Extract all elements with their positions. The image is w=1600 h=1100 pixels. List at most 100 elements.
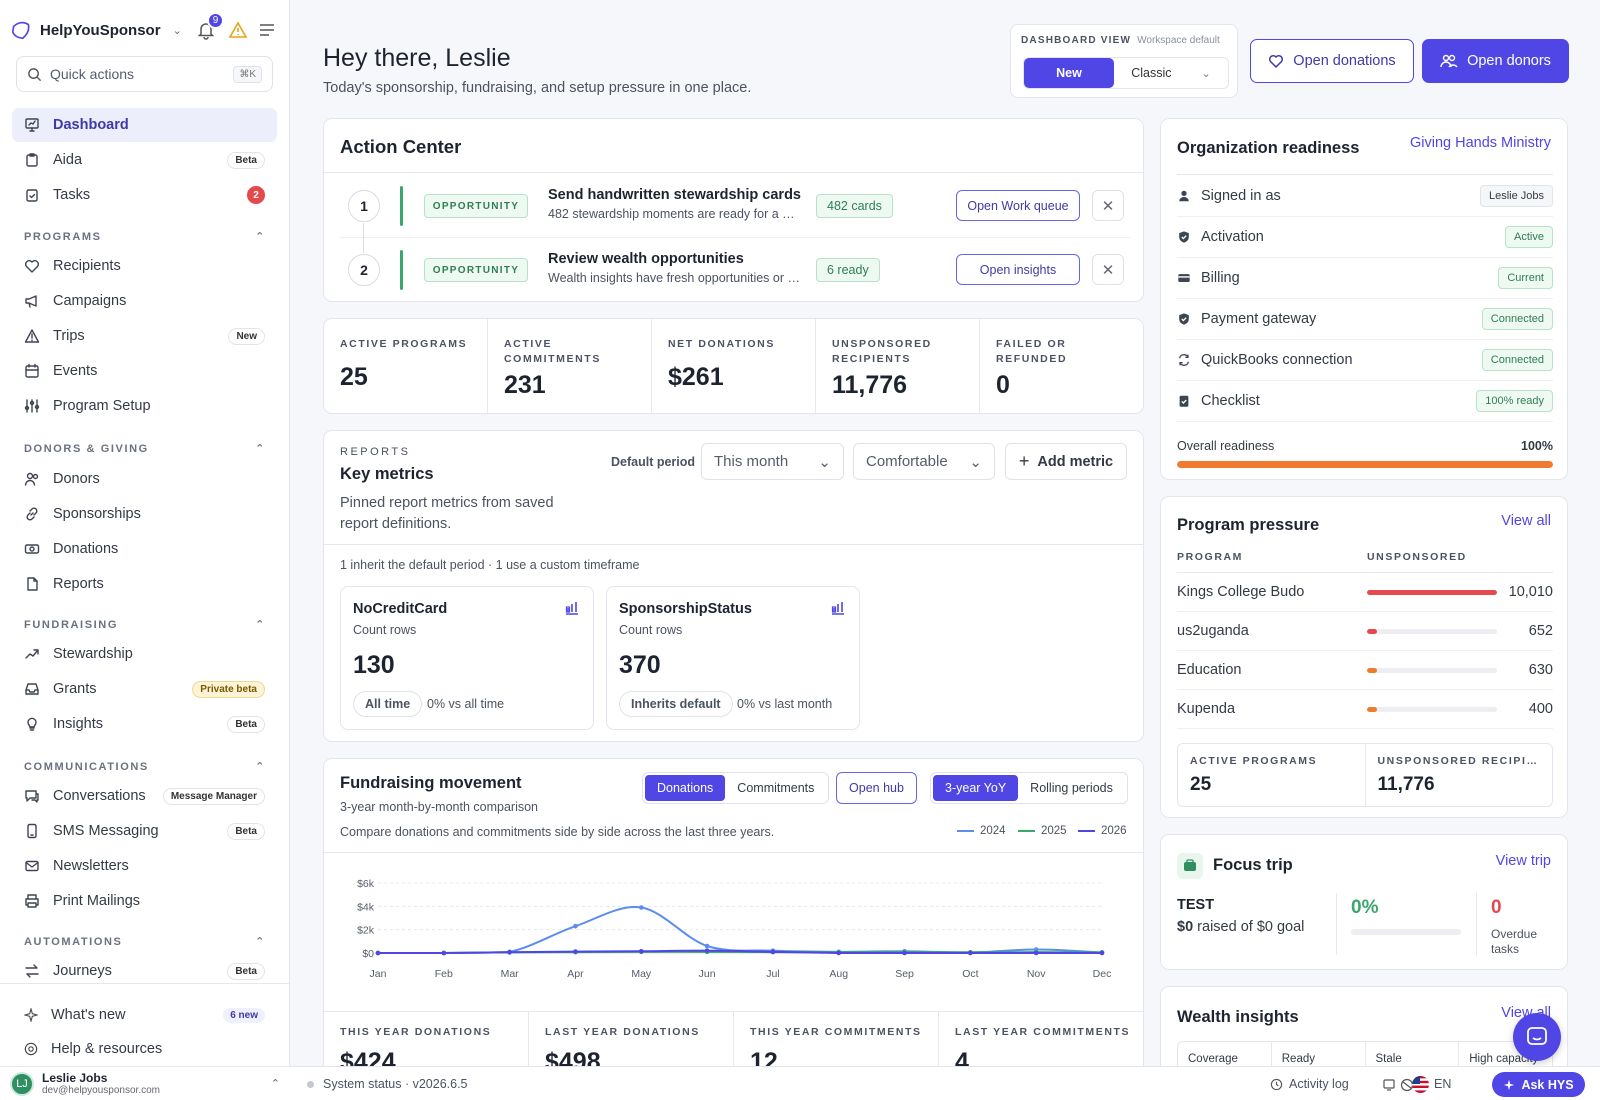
density-select[interactable]: Comfortable ⌄ — [853, 443, 995, 480]
action-open-button[interactable]: Open insights — [956, 254, 1080, 285]
menu-icon[interactable] — [258, 21, 276, 39]
sidebar-item-tasks[interactable]: Tasks 2 — [12, 178, 277, 212]
whats-new-link[interactable]: What's new 6 new — [12, 998, 277, 1032]
warning-icon[interactable] — [228, 20, 248, 40]
action-open-button[interactable]: Open Work queue — [956, 190, 1080, 221]
sidebar-item-sms-messaging[interactable]: SMS Messaging Beta — [12, 814, 277, 848]
sidebar-item-donations[interactable]: Donations — [12, 532, 277, 566]
step-number: 1 — [348, 190, 380, 222]
sidebar-item-newsletters[interactable]: Newsletters — [12, 849, 277, 883]
chevron-up-icon: ⌃ — [270, 1078, 280, 1090]
sidebar-item-aida[interactable]: Aida Beta — [12, 143, 277, 177]
user-menu[interactable]: LJ Leslie Jobs dev@helpyousponsor.com ⌃ — [0, 1066, 290, 1100]
open-donors-button[interactable]: Open donors — [1422, 39, 1569, 83]
x-tick-label: Jun — [699, 968, 716, 980]
sidebar-item-grants[interactable]: Grants Private beta — [12, 672, 277, 706]
org-name-link[interactable]: Giving Hands Ministry — [1409, 135, 1551, 151]
chat-icon — [1527, 1027, 1547, 1045]
sidebar-item-label: Insights — [53, 716, 103, 732]
brand-switcher[interactable]: HelpYouSponsor ⌄ — [10, 16, 182, 44]
sidebar-item-journeys[interactable]: Journeys Beta — [12, 954, 277, 988]
divider — [1336, 893, 1337, 955]
program-pressure-view-all[interactable]: View all — [1501, 513, 1551, 529]
sidebar-item-trips[interactable]: Trips New — [12, 319, 277, 353]
sidebar-item-label: Donations — [53, 541, 119, 557]
organization-readiness: Organization readiness Giving Hands Mini… — [1160, 118, 1568, 480]
dismiss-button[interactable]: ✕ — [1092, 190, 1124, 221]
avatar: LJ — [10, 1071, 34, 1096]
activity-log-link[interactable]: Activity log — [1270, 1077, 1349, 1091]
dismiss-button[interactable]: ✕ — [1092, 254, 1124, 285]
sidebar-item-sponsorships[interactable]: Sponsorships — [12, 497, 277, 531]
program-unsponsored: 400 — [1528, 701, 1553, 717]
sidebar-item-insights[interactable]: Insights Beta — [12, 707, 277, 741]
chat-launcher-button[interactable] — [1513, 1013, 1561, 1061]
legend-label: 2026 — [1101, 825, 1127, 837]
plus-icon: + — [1018, 451, 1030, 471]
sidebar-section-fundraising[interactable]: FUNDRAISING ⌃ — [24, 618, 266, 632]
sidebar-item-program-setup[interactable]: Program Setup — [12, 389, 277, 423]
period-select[interactable]: This month ⌄ — [701, 443, 844, 480]
tab-3-year-yoy[interactable]: 3-year YoY — [933, 775, 1019, 801]
bar-chart-icon[interactable] — [829, 599, 847, 617]
sidebar-item-conversations[interactable]: Conversations Message Manager — [12, 779, 277, 813]
readiness-badge: Leslie Jobs — [1479, 185, 1553, 207]
tab-rolling-periods[interactable]: Rolling periods — [1030, 781, 1113, 795]
ask-hys-button[interactable]: Ask HYS — [1492, 1072, 1585, 1097]
data-point-2026 — [1033, 950, 1039, 956]
action-name: Send handwritten stewardship cards — [548, 187, 801, 203]
program-pressure-fill — [1367, 668, 1378, 673]
heart-icon — [25, 260, 39, 273]
open-hub-button[interactable]: Open hub — [836, 772, 917, 804]
sidebar-item-recipients[interactable]: Recipients — [12, 249, 277, 283]
sidebar-item-events[interactable]: Events — [12, 354, 277, 388]
tab-commitments[interactable]: Commitments — [737, 781, 815, 795]
language-select[interactable]: EN — [1434, 1077, 1452, 1091]
y-tick-label: $4k — [357, 901, 375, 913]
phone-icon — [27, 823, 37, 839]
sidebar-item-campaigns[interactable]: Campaigns — [12, 284, 277, 318]
program-pressure-bar — [1367, 707, 1497, 712]
sidebar-item-reports[interactable]: Reports — [12, 567, 277, 601]
readiness-badge: Connected — [1481, 349, 1553, 371]
sidebar-item-dashboard[interactable]: Dashboard — [12, 108, 277, 142]
sidebar-section-communications[interactable]: COMMUNICATIONS ⌃ — [24, 760, 266, 774]
data-point-2026 — [902, 950, 907, 956]
view-classic-select[interactable]: Classic ⌄ — [1131, 66, 1211, 80]
system-status[interactable]: System status · v2026.6.5 — [323, 1077, 468, 1091]
clipboard-check-icon — [26, 189, 38, 202]
sidebar-item-donors[interactable]: Donors — [12, 462, 277, 496]
data-point-2024 — [573, 923, 578, 929]
tab-donations[interactable]: Donations — [645, 775, 726, 801]
program-row[interactable]: us2uganda 652 — [1177, 612, 1553, 651]
sidebar-item-badge: Beta — [227, 715, 265, 733]
open-donations-button[interactable]: Open donations — [1250, 39, 1414, 83]
sidebar-item-print-mailings[interactable]: Print Mailings — [12, 884, 277, 918]
view-trip-link[interactable]: View trip — [1495, 853, 1551, 869]
sidebar-section-programs[interactable]: PROGRAMS ⌃ — [24, 230, 266, 244]
chevron-down-icon: ⌄ — [969, 453, 982, 471]
stat-value: 231 — [504, 371, 546, 399]
sidebar-item-label: Journeys — [53, 963, 112, 979]
sidebar-section-donors-giving[interactable]: DONORS & GIVING ⌃ — [24, 442, 266, 456]
view-new-button[interactable]: New — [1024, 58, 1114, 88]
data-point-2026 — [968, 950, 973, 956]
bar-chart-icon[interactable] — [563, 599, 581, 617]
program-row[interactable]: Kupenda 400 — [1177, 690, 1553, 729]
monitor-icon[interactable] — [1382, 1078, 1396, 1092]
stat-value: 11,776 — [832, 371, 908, 399]
help-link[interactable]: Help & resources — [12, 1032, 277, 1066]
y-tick-label: $2k — [357, 925, 375, 937]
stat-label: LAST YEAR DONATIONS — [545, 1026, 700, 1038]
stat-label: UNSPONSORED RECIPIENTS — [832, 338, 932, 365]
wealth-insights-title: Wealth insights — [1177, 1008, 1299, 1026]
metric-sub: Count rows — [619, 623, 683, 637]
program-row[interactable]: Education 630 — [1177, 651, 1553, 690]
metric-card[interactable]: NoCreditCard Count rows 130 All time 0% vs a… — [340, 586, 594, 730]
sidebar-section-automations[interactable]: AUTOMATIONS ⌃ — [24, 935, 266, 949]
quick-actions-input[interactable]: Quick actions ⌘K — [16, 56, 273, 92]
metric-card[interactable]: SponsorshipStatus Count rows 370 Inherits d… — [606, 586, 860, 730]
program-row[interactable]: Kings College Budo 10,010 — [1177, 573, 1553, 612]
add-metric-button[interactable]: + Add metric — [1005, 443, 1127, 480]
sidebar-item-stewardship[interactable]: Stewardship — [12, 637, 277, 671]
